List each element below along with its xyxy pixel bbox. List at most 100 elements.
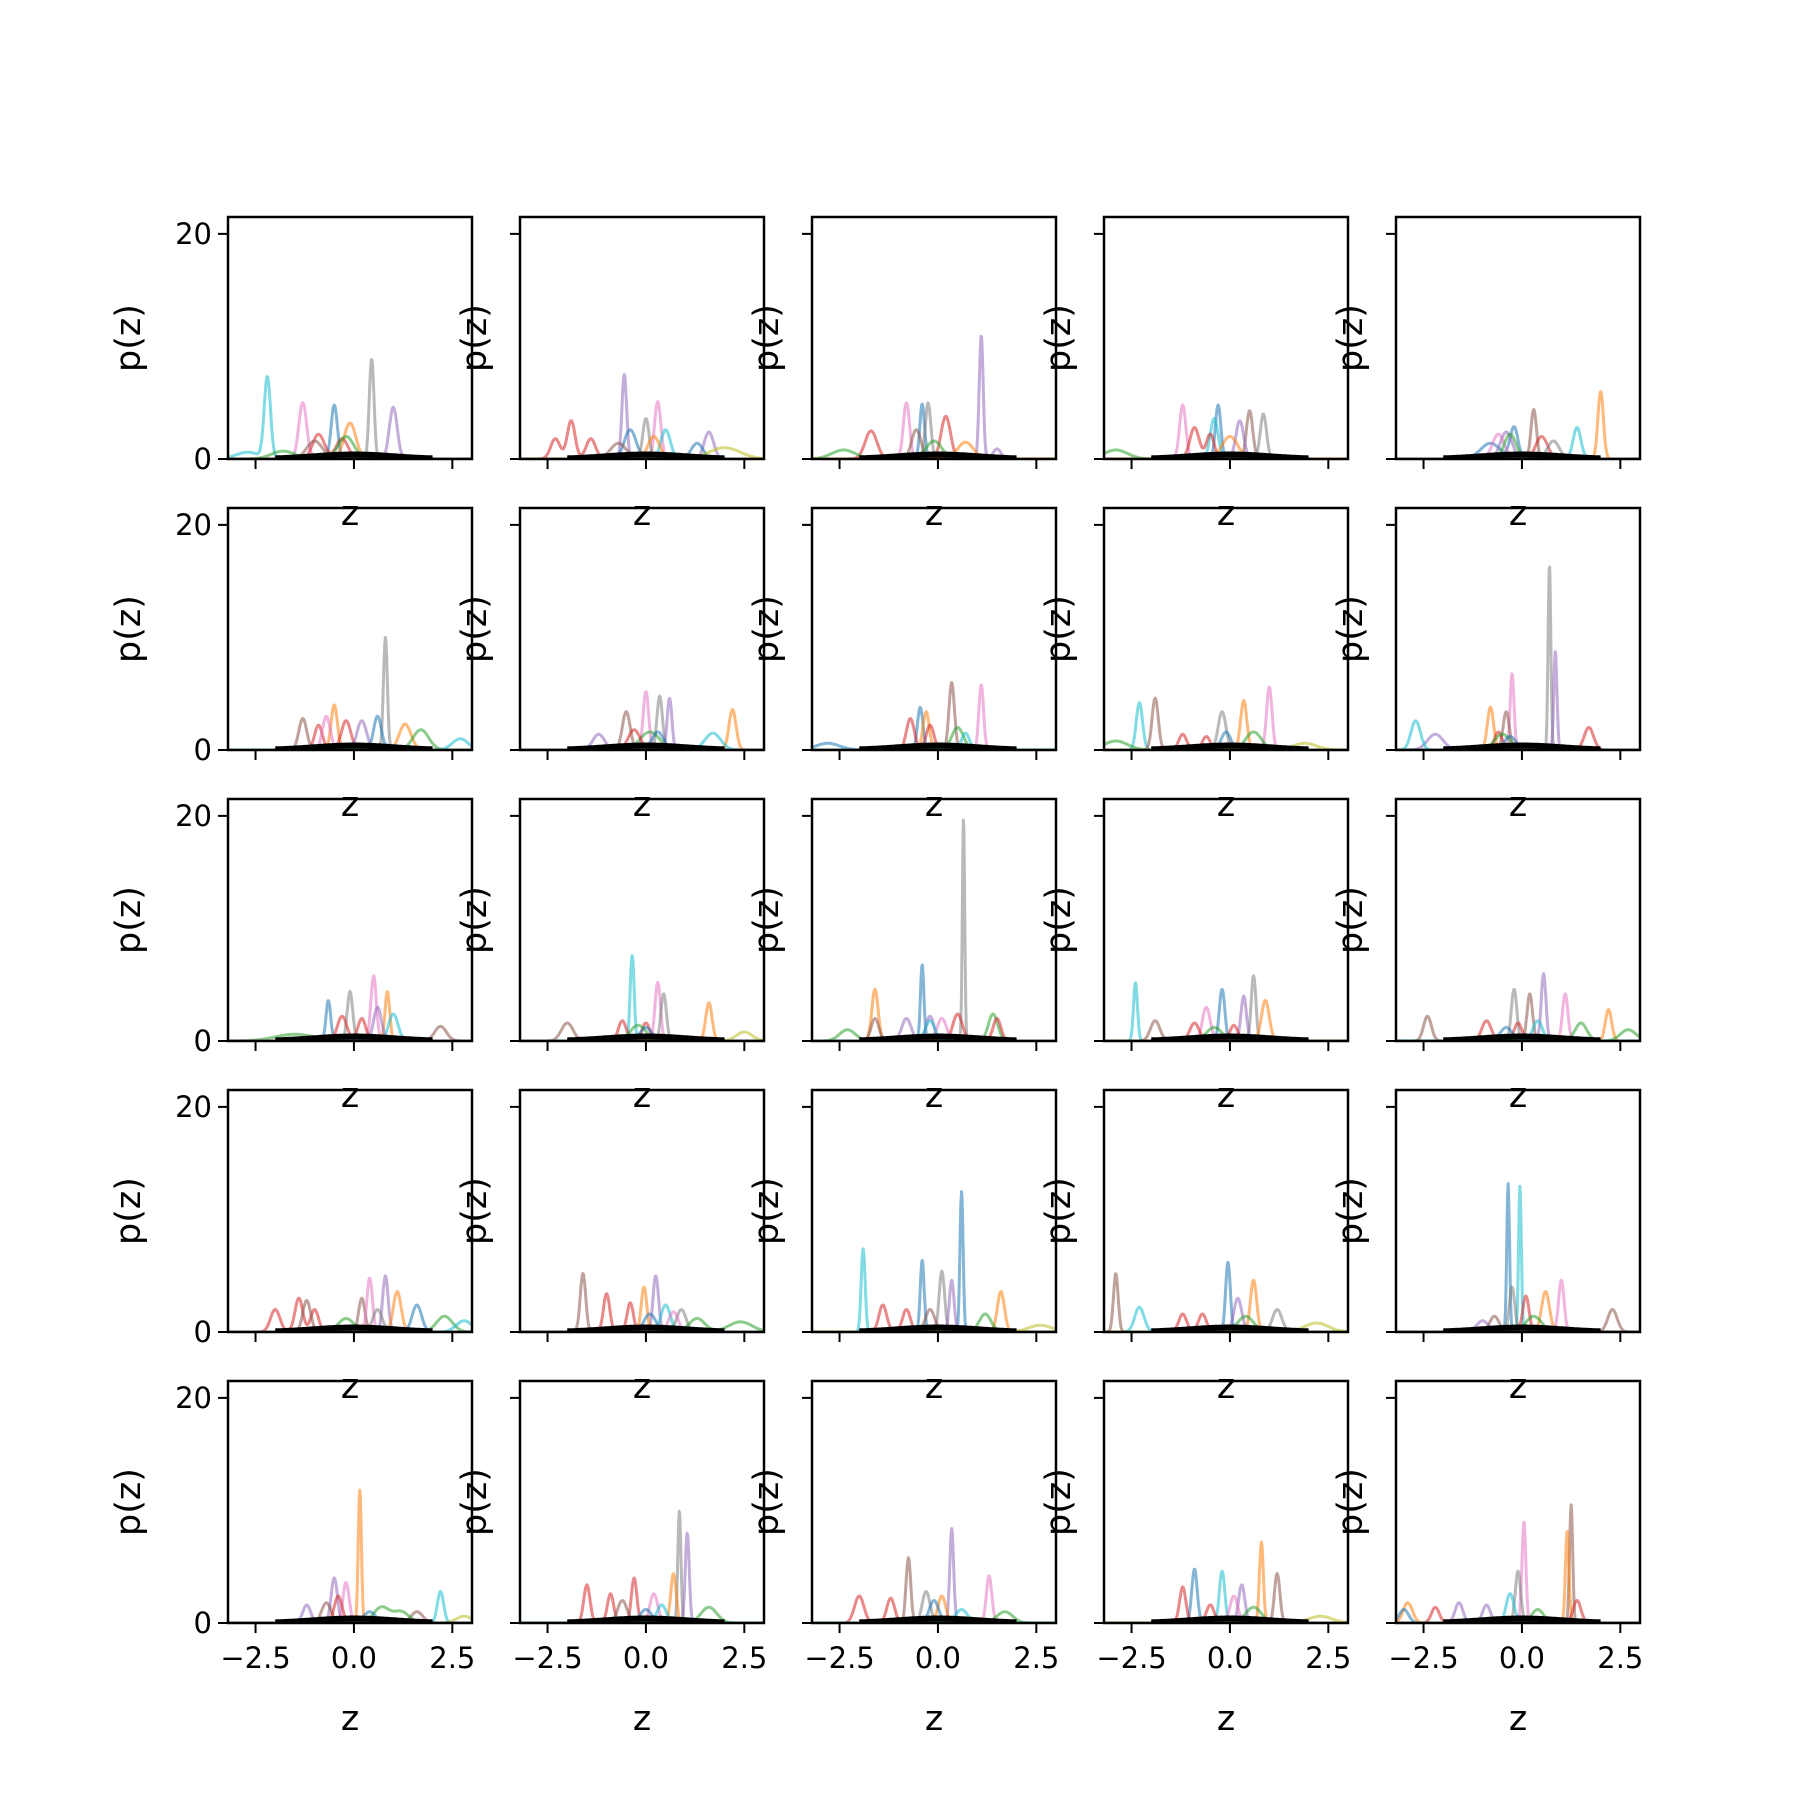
axes-frame xyxy=(1102,215,1350,461)
x-axis-label: z xyxy=(1509,1076,1527,1116)
posterior-series-0 xyxy=(520,690,764,750)
subplot-r4-c4: −2.5 0.0 2.5 z p(z) xyxy=(1331,1379,1643,1739)
y-axis-label: p(z) xyxy=(109,1468,149,1536)
posterior-series-4 xyxy=(812,717,1056,750)
subplot-r1-c4: z p(z) xyxy=(1331,506,1642,825)
posterior-series-8 xyxy=(1104,741,1348,750)
x-axis-label: z xyxy=(341,1076,359,1116)
posterior-series-0 xyxy=(1104,1260,1348,1332)
subplot-r3-c0: 0 20 z p(z) xyxy=(109,1088,474,1407)
x-axis-label: z xyxy=(1509,785,1527,825)
axes-frame xyxy=(1102,1379,1350,1625)
posterior-series-0 xyxy=(520,419,764,459)
y-tick-label: 20 xyxy=(175,1090,212,1124)
plot-area xyxy=(1104,1540,1348,1623)
y-axis-label: p(z) xyxy=(1331,886,1371,954)
prior-curve xyxy=(859,742,1017,750)
x-tick-label: 2.5 xyxy=(429,1641,475,1675)
posterior-series-4 xyxy=(520,417,764,459)
plot-area xyxy=(228,358,472,459)
axes-frame xyxy=(518,797,766,1043)
axes-frame xyxy=(518,215,766,461)
subplot-r0-c4: z p(z) xyxy=(1331,215,1642,534)
y-axis-label: p(z) xyxy=(1039,304,1079,372)
y-axis-label: p(z) xyxy=(455,304,495,372)
x-axis-label: z xyxy=(925,1076,943,1116)
x-axis-label: z xyxy=(341,494,359,534)
subplot-r3-c3: z p(z) xyxy=(1039,1088,1350,1407)
x-axis-label: z xyxy=(633,785,651,825)
axes-frame xyxy=(226,797,474,1043)
axes-frame xyxy=(518,506,766,752)
axes-frame xyxy=(1394,1088,1642,1334)
posterior-series-3 xyxy=(812,1594,1056,1623)
x-axis-label: z xyxy=(1509,494,1527,534)
x-axis-label: z xyxy=(925,785,943,825)
axes-frame xyxy=(1394,797,1642,1043)
axes-frame xyxy=(810,797,1058,1043)
x-tick-label: 0.0 xyxy=(331,1641,377,1675)
subplot-r1-c0: 0 20 z p(z) xyxy=(109,506,474,825)
y-tick-label: 20 xyxy=(175,508,212,542)
y-tick-label: 20 xyxy=(175,217,212,251)
posterior-series-2 xyxy=(520,1285,764,1332)
y-axis-label: p(z) xyxy=(109,886,149,954)
x-axis-label: z xyxy=(1509,1367,1527,1407)
y-axis-label: p(z) xyxy=(109,595,149,663)
x-tick-label: 0.0 xyxy=(623,1641,669,1675)
subplot-r3-c2: z p(z) xyxy=(747,1088,1058,1407)
subplot-r1-c2: z p(z) xyxy=(747,506,1058,825)
posterior-series-6 xyxy=(1396,1599,1640,1623)
posterior-series-4 xyxy=(1104,710,1348,750)
prior-curve xyxy=(1443,1324,1601,1332)
axes-frame xyxy=(518,1379,766,1625)
posterior-series-1 xyxy=(1396,1184,1640,1332)
y-axis-label: p(z) xyxy=(747,886,787,954)
posterior-series-6 xyxy=(228,432,472,459)
posterior-series-3 xyxy=(228,719,472,750)
subplot-r0-c3: z p(z) xyxy=(1039,215,1350,534)
axes-frame xyxy=(810,1088,1058,1334)
axes-frame xyxy=(518,1088,766,1334)
posterior-series-5 xyxy=(228,421,472,459)
prior-curve xyxy=(1443,742,1601,750)
x-tick-label: 2.5 xyxy=(1597,1641,1643,1675)
prior-curve xyxy=(859,1615,1017,1623)
y-tick-label: 0 xyxy=(194,1024,212,1058)
x-axis-label: z xyxy=(1217,494,1235,534)
x-axis-label: z xyxy=(633,1076,651,1116)
posterior-series-8 xyxy=(228,728,472,750)
subplot-r2-c2: z p(z) xyxy=(747,797,1058,1116)
subplot-r1-c1: z p(z) xyxy=(455,506,766,825)
plot-area xyxy=(520,1272,764,1332)
posterior-series-1 xyxy=(1396,650,1640,750)
x-axis-label: z xyxy=(1217,1076,1235,1116)
x-tick-label: −2.5 xyxy=(804,1641,874,1675)
axes-frame xyxy=(226,215,474,461)
prior-curve xyxy=(1151,1615,1309,1623)
y-tick-label: 20 xyxy=(175,799,212,833)
x-tick-label: 0.0 xyxy=(1499,1641,1545,1675)
posterior-series-1 xyxy=(228,990,472,1041)
x-axis-label: z xyxy=(1217,785,1235,825)
axes-frame xyxy=(1394,215,1642,461)
y-tick-label: 0 xyxy=(194,1606,212,1640)
prior-curve xyxy=(567,1033,725,1041)
axes-frame xyxy=(810,215,1058,461)
y-axis-label: p(z) xyxy=(1331,1177,1371,1245)
y-axis-label: p(z) xyxy=(1039,1177,1079,1245)
posterior-series-7 xyxy=(1104,730,1348,750)
y-tick-label: 20 xyxy=(175,1381,212,1415)
posterior-series-0 xyxy=(1104,701,1348,750)
posterior-series-6 xyxy=(812,1599,1056,1623)
y-axis-label: p(z) xyxy=(747,304,787,372)
subplot-grid: 0 20 z p(z) z p(z) z p(z) z p(z) z p(z) 0 20 z p(z) z p(z… xyxy=(109,215,1643,1739)
prior-curve xyxy=(1151,451,1309,459)
x-axis-label: z xyxy=(1217,1367,1235,1407)
prior-curve xyxy=(859,1324,1017,1332)
y-axis-label: p(z) xyxy=(455,1177,495,1245)
x-axis-label: z xyxy=(633,494,651,534)
posterior-series-5 xyxy=(520,730,764,750)
y-axis-label: p(z) xyxy=(1039,886,1079,954)
